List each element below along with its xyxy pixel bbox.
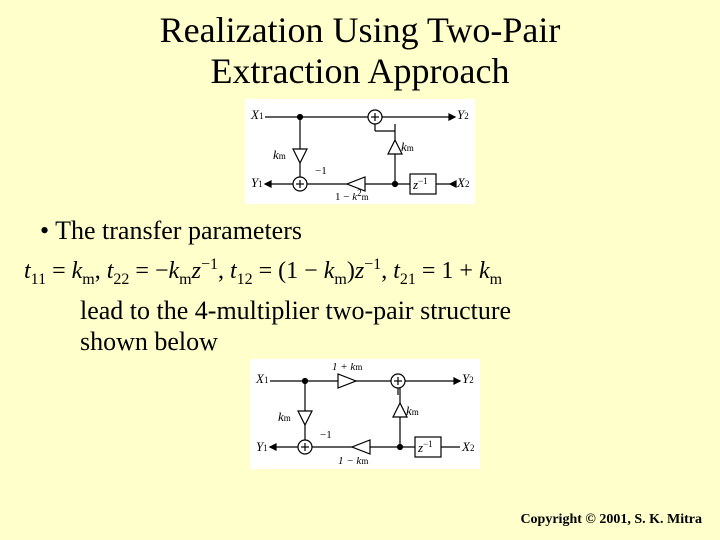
d2-one-minus-m: m <box>361 456 368 466</box>
lead-text-1: lead to the 4-multiplier two-pair struct… <box>80 296 511 325</box>
d1-y1s: 1 <box>258 179 263 189</box>
d2-one-minus: 1 − k <box>338 455 361 467</box>
d2-x1: X <box>256 371 264 386</box>
d2-km-left-s: m <box>284 413 291 423</box>
d2-x2: X <box>462 439 470 454</box>
d1-x2: X <box>457 175 465 190</box>
d1-y2s: 2 <box>464 111 469 121</box>
d1-x1s: 1 <box>259 111 264 121</box>
d1-x2s: 2 <box>465 179 470 189</box>
title-line-1: Realization Using Two-Pair <box>160 10 561 50</box>
d1-km-left-s: m <box>279 151 286 161</box>
bullet-transfer-params: • The transfer parameters <box>40 216 720 246</box>
circuit-diagram-2: X1 Y2 Y1 X2 1 + km km km −1 1 − km z−1 <box>250 359 480 469</box>
d2-neg1: −1 <box>320 429 332 441</box>
d2-y1s: 1 <box>263 443 268 453</box>
circuit-diagram-1: X1 Y2 Y1 X2 km km −1 1 − k2m z−1 <box>245 99 475 204</box>
d1-km-right-s: m <box>407 143 414 153</box>
d2-y2s: 2 <box>469 375 474 385</box>
lead-text-2: shown below <box>80 327 218 356</box>
d2-one-plus-m: m <box>355 362 362 372</box>
d2-zs: −1 <box>423 439 433 449</box>
d1-neg1: −1 <box>315 165 327 177</box>
title-line-2: Extraction Approach <box>211 51 510 91</box>
d2-x1s: 1 <box>264 375 269 385</box>
d2-km-right-s: m <box>412 407 419 417</box>
d1-zs: −1 <box>418 176 428 186</box>
d1-x1: X <box>251 107 259 122</box>
d2-x2s: 2 <box>470 443 475 453</box>
copyright-text: Copyright © 2001, S. K. Mitra <box>520 512 702 528</box>
d2-one-plus: 1 + k <box>332 361 355 373</box>
equation-line: t11 = km, t22 = −kmz−1, t12 = (1 − km)z−… <box>24 256 720 289</box>
d1-bottom-m: m <box>362 192 369 202</box>
